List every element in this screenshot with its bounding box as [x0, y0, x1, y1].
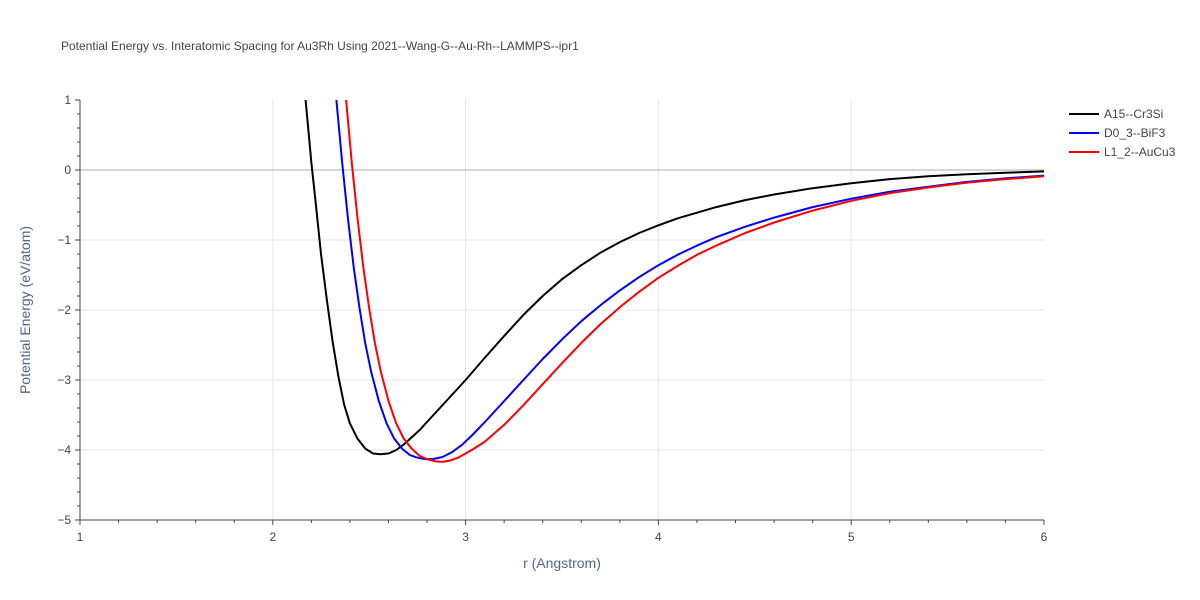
x-axis-title: r (Angstrom) — [523, 555, 601, 571]
series-line-2 — [335, 100, 1044, 461]
y-tick-label: −5 — [57, 513, 71, 527]
x-tick-label: 2 — [269, 530, 276, 544]
y-tick-label: −2 — [57, 303, 71, 317]
legend: A15--Cr3Si D0_3--BiF3 L1_2--AuCu3 — [1069, 107, 1176, 159]
y-tick-label: 1 — [64, 93, 71, 107]
y-tick-label: 0 — [64, 163, 71, 177]
legend-label-2: D0_3--BiF3 — [1104, 126, 1166, 140]
x-tick-label: 3 — [462, 530, 469, 544]
tick-labels: 1 2 3 4 5 6 1 0 −1 −2 −3 −4 −5 — [57, 93, 1047, 544]
legend-label-3: L1_2--AuCu3 — [1104, 145, 1176, 159]
series-line-1 — [304, 100, 1044, 456]
x-tick-label: 6 — [1041, 530, 1048, 544]
y-tick-label: −4 — [57, 443, 71, 457]
axes — [75, 99, 1045, 525]
y-tick-label: −3 — [57, 373, 71, 387]
legend-label-1: A15--Cr3Si — [1104, 107, 1163, 121]
plot-area — [304, 100, 1044, 463]
y-tick-label: −1 — [57, 233, 71, 247]
y-axis-title: Potential Energy (eV/atom) — [17, 226, 33, 394]
chart-title: Potential Energy vs. Interatomic Spacing… — [61, 39, 579, 53]
gridlines — [80, 100, 1044, 520]
x-tick-label: 4 — [655, 530, 662, 544]
x-tick-label: 5 — [848, 530, 855, 544]
series-line-3 — [345, 100, 1044, 463]
x-tick-label: 1 — [77, 530, 84, 544]
